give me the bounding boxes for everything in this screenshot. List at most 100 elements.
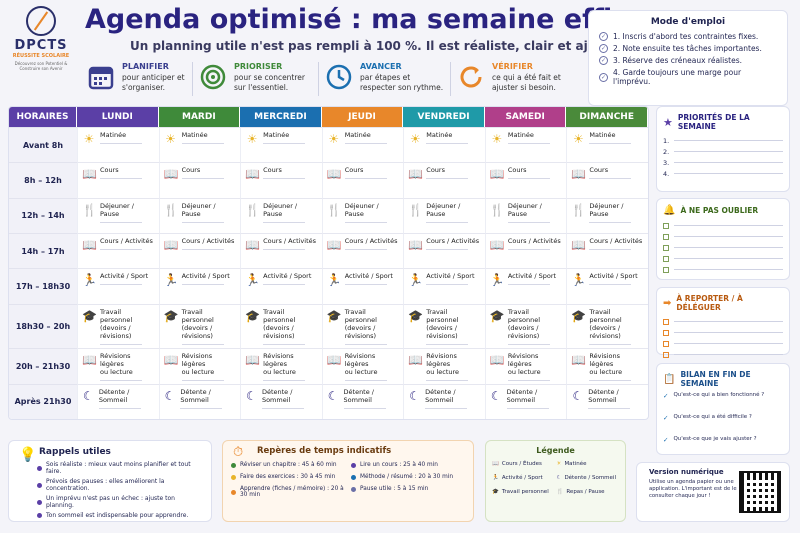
planner-cell[interactable]: ☀ Matinée	[240, 127, 322, 163]
cutlery-icon: 🍴	[489, 202, 505, 217]
book-icon: 📖	[326, 237, 342, 252]
planner-cell[interactable]: 📖 Cours	[240, 162, 322, 198]
write-line	[589, 248, 632, 250]
planner-cell[interactable]: 📖 Révisions légères ou lecture	[403, 347, 485, 384]
feature-title: PRIORISER	[234, 62, 283, 71]
planner-cell[interactable]: 📖 Révisions légères ou lecture	[321, 347, 404, 384]
priority-line[interactable]: 2.	[663, 146, 783, 157]
book-icon: 📖	[82, 237, 97, 252]
planner-cell[interactable]: 🎓 Travail personnel (devoirs / révisions)	[158, 303, 241, 348]
planner-cell[interactable]: ☀ Matinée	[158, 127, 241, 163]
planner-cell[interactable]: ☾ Détente / Sommeil	[158, 383, 241, 419]
repere-text: Apprendre (fiches / mémoire) : 20 à 30 m…	[240, 486, 344, 498]
planner-cell[interactable]: 🎓 Travail personnel (devoirs / révisions)	[484, 303, 567, 348]
planner-cell[interactable]: ☾ Détente / Sommeil	[566, 383, 648, 419]
write-line	[425, 407, 468, 409]
write-line	[98, 407, 141, 409]
planner-cell[interactable]: 📖 Révisions légères ou lecture	[158, 347, 241, 384]
checkbox-line[interactable]	[663, 316, 783, 327]
bilan-question[interactable]: ✓ Qu'est-ce qui a bien fonctionné ?	[663, 392, 783, 414]
planner-cell[interactable]: 📖 Cours	[321, 162, 404, 198]
planner-cell[interactable]: 🎓 Travail personnel (devoirs / révisions)	[403, 303, 485, 348]
planner-cell[interactable]: 🏃 Activité / Sport	[566, 268, 648, 304]
planner-cell[interactable]: 🏃 Activité / Sport	[77, 268, 159, 304]
planner-cell[interactable]: 📖 Révisions légères ou lecture	[77, 347, 159, 384]
planner-cell[interactable]: 🍴 Déjeuner / Pause	[240, 197, 322, 233]
cell-activity: Travail personnel (devoirs / révisions)	[100, 307, 133, 340]
planner-cell[interactable]: 🎓 Travail personnel (devoirs / révisions)	[240, 303, 322, 348]
checkbox-line[interactable]	[663, 220, 783, 231]
checkbox-line[interactable]	[663, 231, 783, 242]
planner-cell[interactable]: ☀ Matinée	[77, 127, 159, 163]
planner-cell[interactable]: ☾ Détente / Sommeil	[77, 383, 159, 419]
planner-cell[interactable]: 🏃 Activité / Sport	[240, 268, 322, 304]
planner-cell[interactable]: 📖 Cours / Activités	[484, 232, 567, 269]
planner-cell[interactable]: 📖 Cours / Activités	[403, 232, 485, 269]
checkbox-line[interactable]	[663, 242, 783, 253]
planner-cell[interactable]: 🍴 Déjeuner / Pause	[484, 197, 567, 233]
planner-cell[interactable]: 📖 Cours / Activités	[77, 232, 159, 269]
planner-cell[interactable]: ☾ Détente / Sommeil	[484, 383, 567, 419]
planner-cell[interactable]: 🏃 Activité / Sport	[321, 268, 404, 304]
planner-cell[interactable]: ☾ Détente / Sommeil	[321, 383, 404, 419]
planner-cell[interactable]: 📖 Cours / Activités	[240, 232, 322, 269]
target-icon	[198, 62, 228, 92]
planner-cell[interactable]: 🍴 Déjeuner / Pause	[158, 197, 241, 233]
logo-tagline: Découvrez son Potentiel & Construire son…	[14, 61, 68, 71]
repere-item: Faire des exercices : 30 à 45 min	[231, 474, 345, 480]
planner-cell[interactable]: 🎓 Travail personnel (devoirs / révisions)	[77, 303, 159, 348]
mode-item: ✓ 2. Note ensuite tes tâches importantes.	[599, 44, 777, 53]
checkbox-line[interactable]	[663, 338, 783, 349]
planner-cell[interactable]: ☀ Matinée	[403, 127, 485, 163]
planner-cell[interactable]: 🍴 Déjeuner / Pause	[566, 197, 648, 233]
planner-cell[interactable]: 📖 Cours	[77, 162, 159, 198]
book-icon: 📖	[571, 237, 587, 252]
planner-cell[interactable]: ☀ Matinée	[321, 127, 404, 163]
bilan-question[interactable]: ✓ Qu'est-ce qui a été difficile ?	[663, 414, 783, 436]
planner-cell[interactable]: 🎓 Travail personnel (devoirs / révisions)	[321, 303, 404, 348]
planner-cell[interactable]: 📖 Cours / Activités	[566, 232, 648, 269]
planner-cell[interactable]: 🎓 Travail personnel (devoirs / révisions)	[566, 303, 648, 348]
runner-icon: 🏃	[489, 273, 505, 288]
priority-line[interactable]: 1.	[663, 135, 783, 146]
planner-cell[interactable]: 🍴 Déjeuner / Pause	[403, 197, 485, 233]
cutlery-icon: 🍴	[245, 202, 261, 217]
write-line	[263, 248, 306, 250]
planner-cell[interactable]: ☾ Détente / Sommeil	[240, 383, 322, 419]
planner-cell[interactable]: 📖 Cours	[403, 162, 485, 198]
planner-cell[interactable]: 📖 Cours	[566, 162, 648, 198]
check-icon: ✓	[663, 414, 669, 422]
planner-cell[interactable]: 🏃 Activité / Sport	[158, 268, 241, 304]
write-line	[343, 407, 386, 409]
planner-cell[interactable]: 📖 Cours	[158, 162, 241, 198]
legend-text: Activité / Sport	[501, 475, 543, 481]
qr-code-icon[interactable]	[739, 471, 781, 513]
planner-cell[interactable]: 📖 Cours / Activités	[158, 232, 241, 269]
planner-cell[interactable]: ☀ Matinée	[484, 127, 567, 163]
checkbox-line[interactable]	[663, 253, 783, 264]
planner-cell[interactable]: 🍴 Déjeuner / Pause	[321, 197, 404, 233]
oublier-title: À NE PAS OUBLIER	[680, 206, 759, 215]
cell-activity: Travail personnel (devoirs / révisions)	[507, 307, 541, 340]
planner-cell[interactable]: 📖 Révisions légères ou lecture	[484, 347, 567, 384]
checkbox-line[interactable]	[663, 264, 783, 275]
cell-activity: Cours / Activités	[263, 236, 317, 245]
planner-cell[interactable]: ☾ Détente / Sommeil	[403, 383, 485, 419]
planner-cell[interactable]: 📖 Révisions légères ou lecture	[240, 347, 322, 384]
planner-cell[interactable]: 📖 Cours / Activités	[321, 232, 404, 269]
checkbox-line[interactable]	[663, 327, 783, 338]
priority-line[interactable]: 4.	[663, 168, 783, 179]
planner-cell[interactable]: 📖 Révisions légères ou lecture	[566, 347, 648, 384]
book-icon: 📖	[163, 167, 179, 182]
planner-cell[interactable]: 🍴 Déjeuner / Pause	[77, 197, 159, 233]
bilan-panel: 📋 BILAN EN FIN DE SEMAINE ✓ Qu'est-ce qui …	[656, 363, 790, 455]
priority-line[interactable]: 3.	[663, 157, 783, 168]
planner-cell[interactable]: 📖 Cours	[484, 162, 567, 198]
feature-verifier: VÉRIFIER ce qui a été fait et ajuster si …	[456, 62, 578, 102]
bilan-question[interactable]: ✓ Qu'est-ce que je vais ajuster ?	[663, 436, 783, 458]
planner-cell[interactable]: 🏃 Activité / Sport	[484, 268, 567, 304]
checkbox-line[interactable]	[663, 349, 783, 360]
planner-cell[interactable]: ☀ Matinée	[566, 127, 648, 163]
write-line	[344, 248, 387, 250]
planner-cell[interactable]: 🏃 Activité / Sport	[403, 268, 485, 304]
